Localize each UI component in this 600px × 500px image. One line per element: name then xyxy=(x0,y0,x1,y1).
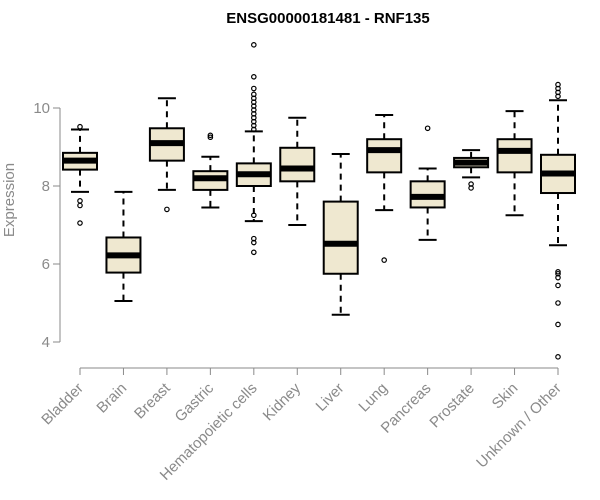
box-skin xyxy=(496,110,533,217)
outlier-point xyxy=(468,185,474,191)
box-pancreas xyxy=(409,125,446,241)
box-iqr xyxy=(279,146,316,183)
outlier-point xyxy=(381,257,387,263)
outlier-point xyxy=(207,134,214,141)
x-tick-label: Bladder xyxy=(38,380,87,429)
box-hematopoietic-cells xyxy=(235,42,272,256)
x-tick-label: Breast xyxy=(131,379,174,422)
chart-title: ENSG00000181481 - RNF135 xyxy=(226,10,429,27)
y-tick-label: 10 xyxy=(33,100,50,117)
outlier-point xyxy=(251,212,257,219)
outlier-point xyxy=(251,126,257,133)
box-iqr xyxy=(366,138,403,174)
box-iqr xyxy=(322,200,359,275)
x-tick-label: Skin xyxy=(489,380,522,413)
box-prostate xyxy=(453,149,490,191)
x-tick-label: Prostate xyxy=(426,380,478,432)
outlier-point xyxy=(555,268,561,275)
y-tick-label: 4 xyxy=(42,334,50,351)
outlier-point xyxy=(207,132,214,139)
outlier-point xyxy=(251,239,257,246)
y-axis-label: Expression xyxy=(1,163,18,237)
outlier-point xyxy=(164,206,170,213)
outlier-point xyxy=(251,42,257,48)
box-unknown-other xyxy=(540,81,576,360)
box-lung xyxy=(366,114,403,263)
box-bladder xyxy=(62,123,98,226)
outlier-point xyxy=(251,74,257,80)
y-tick-label: 6 xyxy=(42,256,50,273)
y-axis: 4 6 8 10 xyxy=(33,100,61,351)
box-liver xyxy=(322,153,359,316)
x-tick-label: Kidney xyxy=(260,379,305,424)
box-breast xyxy=(148,97,185,213)
x-tick-label: Liver xyxy=(313,380,348,415)
outlier-point xyxy=(251,85,257,92)
outlier-point xyxy=(555,321,561,328)
outlier-point xyxy=(424,125,431,132)
box-brain xyxy=(105,190,142,303)
outlier-point xyxy=(77,220,83,226)
box-kidney xyxy=(279,116,316,226)
outlier-point xyxy=(251,249,257,256)
outlier-point xyxy=(555,300,561,306)
outlier-point xyxy=(77,198,83,204)
outlier-point xyxy=(555,93,561,100)
y-tick-label: 8 xyxy=(42,178,50,195)
outlier-point xyxy=(555,274,561,281)
box-iqr xyxy=(496,138,533,174)
outlier-point xyxy=(77,202,83,209)
outlier-point xyxy=(555,282,561,289)
x-tick-label: Brain xyxy=(93,380,130,417)
outlier-point xyxy=(77,123,83,130)
x-tick-label: Lung xyxy=(355,380,391,416)
outlier-point xyxy=(555,354,561,360)
box-series xyxy=(62,42,576,360)
box-gastric xyxy=(192,132,229,209)
